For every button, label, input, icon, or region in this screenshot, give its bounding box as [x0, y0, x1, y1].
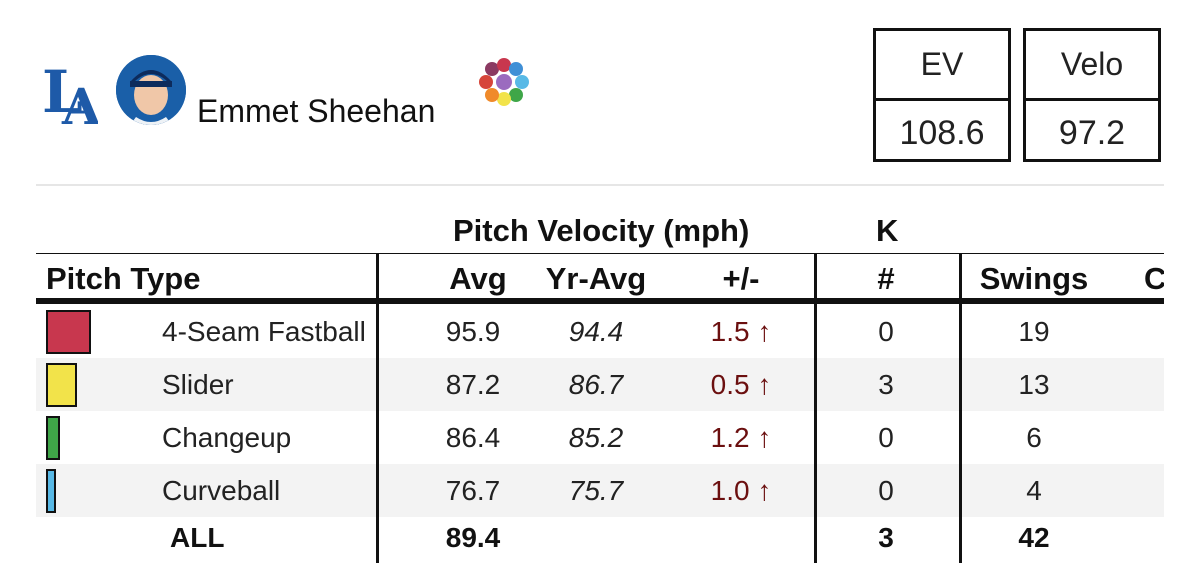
diff-value: 1.2 ↑ [710, 421, 772, 453]
yr-avg-value: 85.2 [568, 421, 624, 453]
col-header-k-count: # [877, 261, 895, 296]
k-value: 3 [878, 368, 894, 400]
k-value: 0 [878, 474, 894, 506]
velo-stat-box: Velo 97.2 [1023, 28, 1161, 162]
table-row: Curveball 76.7 75.7 1.0 ↑ 0 4 [36, 464, 1164, 517]
total-row: ALL 89.4 3 42 [36, 515, 1164, 561]
avg-value: 86.4 [445, 421, 501, 453]
total-k: 3 [878, 522, 894, 553]
dodgers-la-logo: L A [42, 58, 98, 130]
pitch-color-swatch [46, 363, 77, 407]
diff-value: 0.5 ↑ [710, 368, 772, 400]
swings-value: 19 [1018, 315, 1050, 347]
pitch-color-swatch [46, 416, 60, 460]
column-divider [959, 253, 962, 563]
pitch-velocity-group-header: Pitch Velocity (mph) [453, 213, 750, 248]
col-header-c: C [1144, 261, 1164, 296]
diff-value: 1.0 ↑ [710, 474, 772, 506]
svg-text:L: L [42, 58, 83, 126]
col-header-avg: Avg [449, 261, 507, 296]
pitch-name: Slider [162, 368, 234, 400]
column-divider [814, 253, 817, 563]
header-bottom-rule [36, 298, 1164, 304]
col-header-pitch-type: Pitch Type [46, 261, 201, 296]
player-name: Emmet Sheehan [197, 93, 436, 129]
total-swings: 42 [1018, 522, 1050, 553]
col-header-swings: Swings [979, 261, 1089, 296]
col-header-yr-avg: Yr-Avg [545, 261, 647, 296]
table-row: 4-Seam Fastball 95.9 94.4 1.5 ↑ 0 19 [36, 305, 1164, 358]
total-avg: 89.4 [445, 522, 501, 553]
col-header-diff: +/- [722, 261, 760, 296]
table-row: Slider 87.2 86.7 0.5 ↑ 3 13 [36, 358, 1164, 411]
table-row: Changeup 86.4 85.2 1.2 ↑ 0 6 [36, 411, 1164, 464]
k-value: 0 [878, 421, 894, 453]
pitch-name: Curveball [162, 474, 281, 506]
swings-value: 6 [1026, 421, 1042, 453]
pitch-color-wheel-icon [479, 58, 529, 106]
svg-text:A: A [61, 77, 98, 130]
pitch-name: Changeup [162, 421, 292, 453]
pitch-name: 4-Seam Fastball [162, 315, 366, 347]
ev-value: 108.6 [899, 113, 985, 152]
header-top-rule [36, 253, 1164, 254]
section-divider [36, 184, 1164, 186]
yr-avg-value: 94.4 [568, 315, 624, 347]
player-headshot-icon [116, 55, 186, 125]
velo-value: 97.2 [1058, 113, 1126, 152]
pitch-color-swatch [46, 469, 56, 513]
pitch-table: Pitch Type Avg Yr-Avg +/- # Swings C 4-S… [36, 253, 1164, 563]
avg-value: 87.2 [445, 368, 501, 400]
swings-value: 4 [1026, 474, 1042, 506]
column-divider [376, 253, 379, 563]
diff-value: 1.5 ↑ [710, 315, 772, 347]
total-label: ALL [170, 522, 225, 553]
pitch-color-swatch [46, 310, 91, 354]
k-group-header: K [876, 213, 899, 248]
player-avatar [116, 55, 186, 125]
ev-label: EV [876, 31, 1008, 101]
swings-value: 13 [1018, 368, 1050, 400]
ev-stat-box: EV 108.6 [873, 28, 1011, 162]
velo-label: Velo [1026, 31, 1158, 101]
yr-avg-value: 75.7 [568, 474, 624, 506]
avg-value: 76.7 [445, 474, 501, 506]
avg-value: 95.9 [445, 315, 501, 347]
yr-avg-value: 86.7 [568, 368, 624, 400]
k-value: 0 [878, 315, 894, 347]
